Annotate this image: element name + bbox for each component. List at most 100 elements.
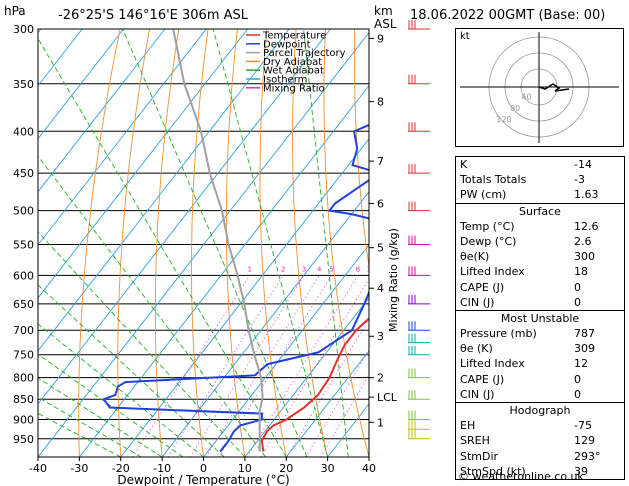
isotherm-line xyxy=(285,350,369,457)
legend-entry-label: Isotherm xyxy=(263,75,307,86)
surface-value: 0 xyxy=(574,295,581,309)
x-tick-label: 0 xyxy=(200,462,207,475)
surface-value: 18 xyxy=(574,265,588,279)
legend-entry-label: Mixing Ratio xyxy=(263,83,325,94)
mixing-ratio-axis-label: Mixing Ratio (g/kg) xyxy=(387,228,400,332)
legend-entry-label: Parcel Trajectory xyxy=(263,48,346,59)
wet-adiabat-line xyxy=(38,396,142,457)
wet-adiabat-line xyxy=(38,284,225,457)
series-line-temperature xyxy=(260,317,369,452)
wet-adiabat-line xyxy=(212,29,329,457)
surface-label: Dewp (°C) xyxy=(460,234,517,248)
isotherm-line xyxy=(38,31,369,457)
indices-table: K -14 Totals Totals -3 PW (cm) 1.63 Surface T… xyxy=(455,156,625,480)
series-line-dewpoint xyxy=(102,123,369,453)
isotherm-line xyxy=(161,191,369,457)
wind-barb xyxy=(408,122,430,132)
km-tick-label: 8 xyxy=(377,96,384,109)
mixing-ratio-value-label: 3 xyxy=(302,265,306,273)
sounding-curves xyxy=(102,29,369,453)
index-row: PW (cm) 1.63 xyxy=(456,187,624,202)
hodograph-stat-row: SREH 129 xyxy=(456,433,624,448)
km-label: km xyxy=(374,4,393,18)
isotherm-line xyxy=(38,29,249,299)
mixing-ratio-line xyxy=(305,348,369,457)
surface-row: Temp (°C) 12.6 xyxy=(456,219,624,234)
pressure-tick-label: 350 xyxy=(13,78,34,91)
mixing-ratio-line xyxy=(189,275,305,457)
wet-adiabat-line xyxy=(122,29,308,457)
pressure-unit: hPa xyxy=(4,4,26,18)
hodograph-unit: kt xyxy=(460,31,470,42)
pressure-tick-label: 850 xyxy=(13,393,34,406)
datetime-title: 18.06.2022 00GMT (Base: 00) xyxy=(410,8,606,23)
isotherm-line xyxy=(38,29,331,405)
legend-entry-label: Dry Adiabat xyxy=(263,57,322,68)
wet-adiabat-line xyxy=(38,353,184,457)
isotherm-line xyxy=(38,29,124,140)
most-unstable-value: 12 xyxy=(574,357,588,371)
surface-label: CAPE (J) xyxy=(460,280,505,294)
isotherm-line xyxy=(38,29,207,246)
surface-label: Temp (°C) xyxy=(460,219,515,233)
isotherm-line xyxy=(79,84,369,457)
wind-barb xyxy=(408,321,430,331)
isotherm-line xyxy=(120,137,369,457)
x-axis-label: Dewpoint / Temperature (°C) xyxy=(117,473,289,486)
most-unstable-label: θe (K) xyxy=(460,342,493,356)
x-tick-label: -40 xyxy=(29,462,47,475)
wind-barb xyxy=(408,420,430,430)
wind-barb xyxy=(408,333,430,344)
most-unstable-row: Pressure (mb) 787 xyxy=(456,326,624,341)
mixing-ratio-line xyxy=(286,318,369,457)
x-tick-label: -20 xyxy=(112,462,130,475)
pressure-tick-label: 700 xyxy=(13,324,34,337)
wind-barb xyxy=(408,20,430,30)
km-tick-label: 2 xyxy=(377,372,384,385)
wet-adiabat-line xyxy=(38,377,163,457)
wet-adiabat-line xyxy=(303,29,349,457)
series-line-parcel-trajectory xyxy=(172,29,264,452)
wind-barb xyxy=(408,201,430,212)
wind-barb xyxy=(408,164,430,174)
km-tick-label: 9 xyxy=(377,32,384,45)
isotherm-line xyxy=(38,29,166,193)
surface-value: 0 xyxy=(574,280,581,294)
pressure-tick-label: 900 xyxy=(13,414,34,427)
hodograph-stat-value: 129 xyxy=(574,434,595,448)
index-value: -14 xyxy=(574,158,592,171)
surface-value: 300 xyxy=(574,250,595,264)
mixing-ratio-line xyxy=(246,275,359,457)
mixing-ratio-value-label: 25 xyxy=(423,265,432,273)
most-unstable-label: CAPE (J) xyxy=(460,372,505,386)
legend-entry-label: Wet Adiabat xyxy=(263,66,324,77)
surface-title: Surface xyxy=(519,204,561,218)
most-unstable-row: θe (K) 309 xyxy=(456,341,624,356)
hodograph-stat-label: SREH xyxy=(460,434,490,448)
hodograph-stat-label: StmSpd (kt) xyxy=(460,464,526,478)
pressure-tick-label: 550 xyxy=(13,238,34,251)
surface-row: CAPE (J) 0 xyxy=(456,280,624,295)
pressure-tick-label: 500 xyxy=(13,205,34,218)
index-value: -3 xyxy=(574,173,585,187)
hodograph-stat-row: StmSpd (kt) 39 xyxy=(456,464,624,479)
surface-label: CIN (J) xyxy=(460,295,495,309)
most-unstable-value: 787 xyxy=(574,327,595,341)
most-unstable-label: Lifted Index xyxy=(460,357,525,371)
pressure-tick-label: 800 xyxy=(13,372,34,385)
wind-barb xyxy=(408,294,430,305)
dry-adiabat-line xyxy=(323,29,369,457)
dry-adiabat-line xyxy=(78,29,121,457)
isotherm-line xyxy=(203,244,369,457)
mixing-ratio-value-label: 1 xyxy=(248,265,252,273)
pressure-tick-label: 400 xyxy=(13,125,34,138)
pressure-tick-label: 450 xyxy=(13,167,34,180)
pressure-tick-label: 600 xyxy=(13,269,34,282)
copyright-text: © weatheronline.co.uk xyxy=(458,470,584,483)
surface-label: θe(K) xyxy=(460,250,490,264)
wet-adiabat-line xyxy=(38,231,246,457)
most-unstable-label: Pressure (mb) xyxy=(460,327,537,341)
grid-lines: 1 2 3 4 5 8 10 15 20 25 xyxy=(38,29,432,457)
